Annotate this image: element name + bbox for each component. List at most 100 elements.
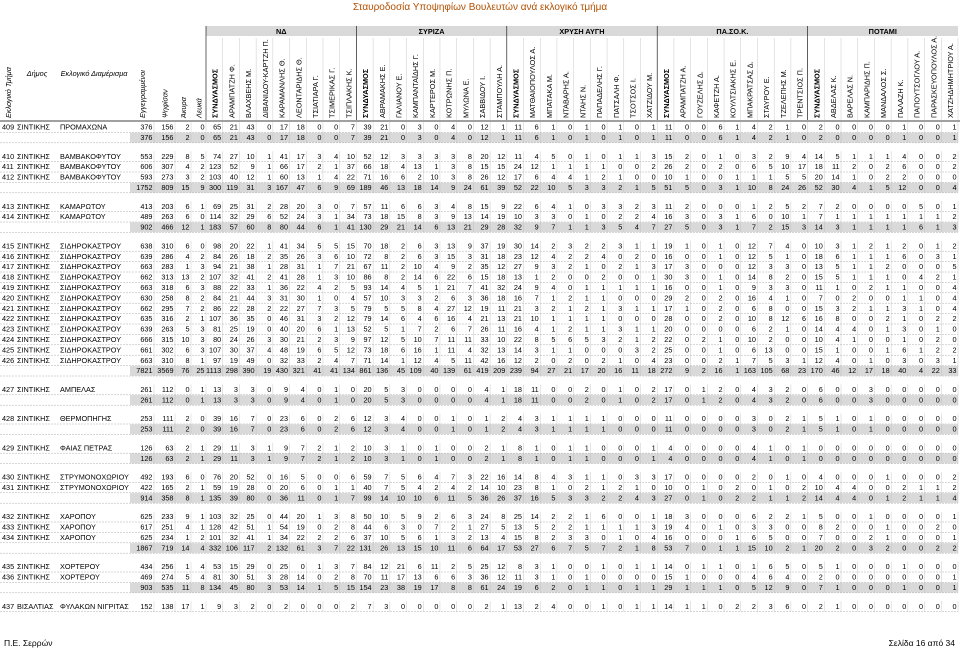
cell-value: 7 (819, 293, 823, 302)
cell-value: 3 (752, 425, 756, 434)
cell-value: 11 (431, 562, 439, 571)
cell-value: 0 (568, 152, 572, 161)
cell-value: 1 (835, 414, 839, 423)
cell-value: 0 (936, 425, 940, 434)
cell-value: 4 (952, 283, 956, 292)
cell-value: 22 (347, 173, 355, 182)
cell-value: 0 (718, 173, 722, 182)
tmima: 422 (2, 314, 14, 323)
candidate-header: ΚΟΤΡΩΝΗΣ Π. (445, 69, 454, 118)
cell-value: 0 (685, 335, 689, 344)
cell-value: 1 (785, 493, 789, 502)
cell-value: 7 (351, 133, 355, 142)
cell-value: 0 (317, 473, 321, 482)
cell-value: 13 (497, 314, 505, 323)
cell-value: 37 (514, 493, 522, 502)
cell-value: 0 (702, 533, 706, 542)
cell-value: 1 (551, 314, 555, 323)
cell-value: 1 (785, 293, 789, 302)
cell-value: 29 (213, 454, 221, 463)
tmima: 421 (2, 304, 14, 313)
cell-value: 553 (140, 152, 152, 161)
dimos: ΒΙΣΑΛΤΙΑΣ (17, 602, 54, 611)
cell-value: 12 (347, 314, 355, 323)
cell-value: 18 (514, 385, 522, 394)
cell-value: 12 (480, 133, 488, 142)
cell-value: 2 (618, 483, 622, 492)
cell-value: 1 (200, 356, 204, 365)
cell-value: 0 (652, 425, 656, 434)
cell-value: 617 (140, 523, 152, 532)
cell-value: 3 (251, 454, 255, 463)
cell-value: 1 (652, 443, 656, 452)
cell-value: 0 (568, 562, 572, 571)
cell-value: 41 (280, 273, 288, 282)
cell-value: 1 (618, 395, 622, 404)
cell-value: 2 (551, 583, 555, 592)
cell-value: 28 (247, 304, 255, 313)
cell-value: 28 (280, 262, 288, 271)
cell-value: 1 (652, 454, 656, 463)
cell-value: 12 (815, 356, 823, 365)
cell-value: 2 (718, 304, 722, 313)
cell-value: 38 (247, 262, 255, 271)
cell-value: 49 (247, 356, 255, 365)
cell-value: 2 (585, 304, 589, 313)
cell-value: 6 (301, 414, 305, 423)
cell-value: 1 (802, 543, 806, 552)
dimos: ΣΙΝΤΙΚΗΣ (17, 212, 50, 221)
cell-value: 719 (161, 543, 173, 552)
cell-value: 9 (535, 262, 539, 271)
cell-value: 0 (785, 304, 789, 313)
cell-value: 3 (434, 212, 438, 221)
cell-value: 0 (936, 133, 940, 142)
cell-value: 1 (585, 473, 589, 482)
cell-value: 1 (869, 252, 873, 261)
cell-value: 31 (480, 252, 488, 261)
cell-value: 20 (597, 366, 605, 375)
cell-value: 4 (418, 483, 422, 492)
cell-value: 253 (140, 425, 152, 434)
cell-value: 17 (280, 123, 288, 132)
cell-value: 3 (200, 345, 204, 354)
cell-value: 2 (501, 414, 505, 423)
cell-value: 1 (485, 425, 489, 434)
cell-value: 37 (347, 162, 355, 171)
cell-value: 3 (602, 223, 606, 232)
cell-value: 0 (568, 395, 572, 404)
cell-value: 0 (702, 414, 706, 423)
cell-value: 22 (280, 304, 288, 313)
candidate-header: ΚΑΡΤΕΡΟΣ Μ. (428, 69, 437, 118)
cell-value: 4 (919, 273, 923, 282)
cell-value: 0 (568, 602, 572, 611)
cell-value: 32 (280, 356, 288, 365)
cell-value: 14 (531, 512, 539, 521)
cell-value: 3 (418, 133, 422, 142)
cell-value: 0 (685, 454, 689, 463)
cell-value: 0 (685, 493, 689, 502)
cell-value: 17 (181, 602, 189, 611)
cell-value: 4 (301, 385, 305, 394)
cell-value: 6 (752, 304, 756, 313)
cell-value: 42 (480, 356, 488, 365)
cell-value: 17 (581, 366, 589, 375)
cell-value: 5 (835, 262, 839, 271)
cell-value: 2 (702, 335, 706, 344)
cell-value: 8 (769, 304, 773, 313)
cell-value: 111 (162, 414, 173, 423)
cell-value: 13 (815, 262, 823, 271)
cell-value: 3 (902, 304, 906, 313)
cell-value: 0 (852, 385, 856, 394)
cell-value: 3 (384, 425, 388, 434)
cell-value: 0 (702, 454, 706, 463)
cell-value: 52 (815, 183, 823, 192)
cell-value: 1 (200, 454, 204, 463)
cell-value: 63 (165, 454, 173, 463)
cell-value: 3 (718, 223, 722, 232)
cell-value: 8 (351, 573, 355, 582)
cell-value: 3 (185, 173, 189, 182)
cell-value: 3 (535, 425, 539, 434)
cell-value: 38 (397, 583, 405, 592)
cell-value: 1 (568, 414, 572, 423)
cell-value: 19 (297, 345, 305, 354)
